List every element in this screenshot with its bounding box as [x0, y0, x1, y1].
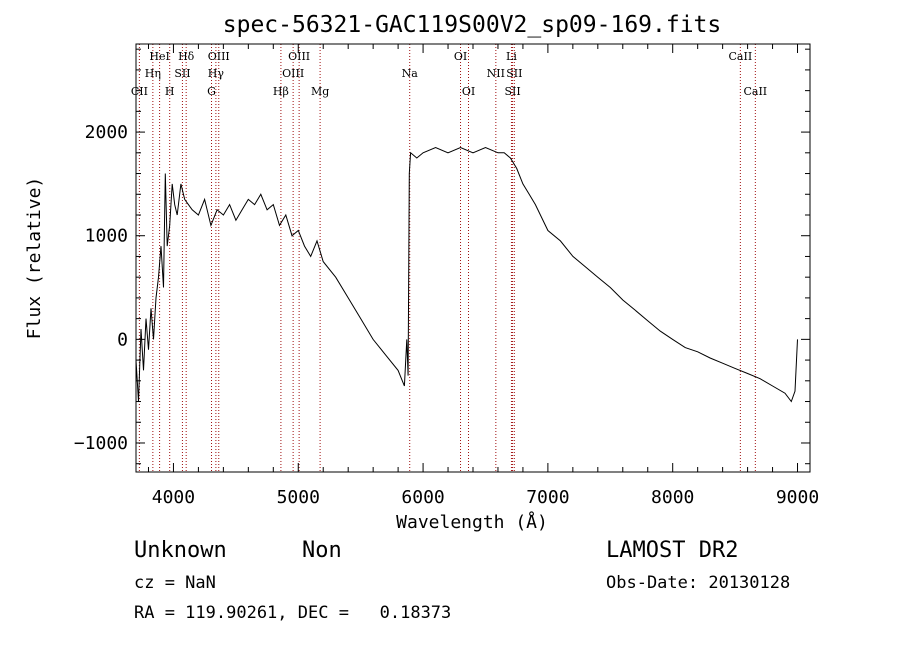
obs-date: Obs-Date: 20130128 [606, 573, 791, 593]
chart-title: spec-56321-GAC119S00V2_sp09-169.fits [223, 12, 722, 38]
spectral-line-labels: CII Hη HeI H SII Hδ G Hγ OIII Hβ OIII OIII Mg Na OI OI N… [131, 50, 767, 98]
y-tick-label: 2000 [85, 122, 128, 143]
spectral-line-label: G [207, 85, 216, 98]
y-axis-label: Flux (relative) [24, 177, 45, 340]
x-tick-label: 4000 [152, 487, 195, 508]
x-axis: 4000 5000 6000 7000 8000 9000 [147, 44, 819, 508]
coordinates: RA = 119.90261, DEC = 0.18373 [134, 603, 452, 623]
spectral-line-label: Li [506, 50, 517, 63]
spectral-line-label: CaII [729, 50, 753, 63]
x-tick-label: 9000 [776, 487, 819, 508]
spectral-line-label: Na [402, 67, 419, 80]
spectral-line-label: OI [454, 50, 467, 63]
spectral-line-label: Hβ [273, 85, 289, 98]
spectral-line-label: OI [462, 85, 475, 98]
class-label: Unknown [134, 538, 227, 563]
y-tick-label: −1000 [74, 433, 128, 454]
spectrum-series-line [135, 147, 798, 403]
spectral-line-label: HeI [149, 50, 169, 63]
spectral-line-markers [138, 44, 756, 472]
plot-frame [135, 43, 811, 473]
y-tick-label: 1000 [85, 226, 128, 247]
spectral-line-label: OIII [282, 67, 304, 80]
spectral-line-label: Hγ [208, 67, 225, 80]
spectral-line-label: SII [174, 67, 190, 80]
x-axis-label: Wavelength (Å) [396, 511, 548, 533]
subclass-label: Non [302, 538, 342, 563]
spectral-line-label: Hη [145, 67, 161, 80]
x-tick-label: 8000 [651, 487, 694, 508]
spectral-line-label: OIII [208, 50, 230, 63]
survey-label: LAMOST DR2 [606, 538, 739, 563]
spectral-line-label: CII [131, 85, 148, 98]
x-tick-label: 7000 [526, 487, 569, 508]
x-tick-label: 6000 [401, 487, 444, 508]
spectral-line-label: Hδ [178, 50, 195, 63]
y-axis: −1000 0 1000 2000 [74, 48, 810, 465]
y-tick-label: 0 [117, 329, 128, 350]
spectral-line-label: CaII [743, 85, 767, 98]
spectral-line-label: Mg [311, 85, 329, 98]
x-tick-label: 5000 [277, 487, 320, 508]
spectral-line-label: OIII [288, 50, 310, 63]
spectral-line-label: SII [506, 67, 522, 80]
spectral-line-label: NII [487, 67, 505, 80]
spectral-line-label: SII [504, 85, 520, 98]
spectral-line-label: H [165, 85, 175, 98]
cz-value: cz = NaN [134, 573, 216, 593]
